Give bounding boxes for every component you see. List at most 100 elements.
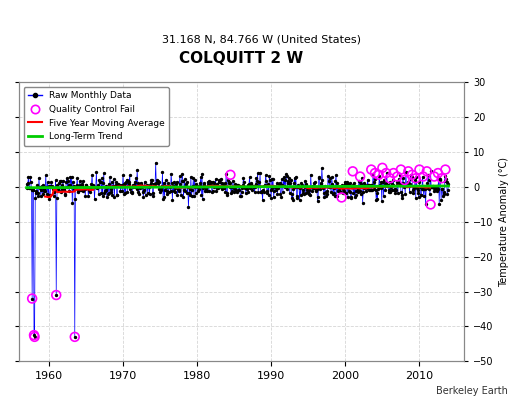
Point [220,185,228,191]
Point [150,180,158,187]
Point [72,185,80,192]
Point [303,189,312,195]
Point [99,180,107,186]
Point [148,177,156,184]
Point [93,185,101,192]
Point [325,184,333,190]
Point [208,189,216,196]
Point [290,174,299,181]
Point [364,182,373,189]
Point [418,173,427,180]
Point [371,176,379,183]
Point [141,192,150,198]
Point [184,204,193,210]
Point [27,179,35,185]
Point [355,178,363,184]
Point [79,188,88,195]
Point [102,187,111,193]
Point [151,180,159,187]
Point [157,187,166,193]
Point [103,194,111,200]
Point [226,172,235,178]
Point [386,178,394,185]
Point [416,183,424,190]
Point [228,178,237,184]
Point [332,172,340,178]
Point [346,188,354,195]
Point [113,192,122,198]
Point [236,193,245,199]
Point [221,189,230,195]
Point [146,182,154,188]
Point [59,187,68,193]
Point [63,184,72,191]
Point [170,178,178,185]
Point [247,181,255,188]
Point [197,192,205,198]
Point [248,182,257,189]
Point [158,183,166,190]
Point [264,181,272,187]
Point [311,187,320,194]
Point [120,191,128,198]
Point [46,192,54,198]
Point [382,170,390,176]
Point [394,190,402,196]
Point [204,182,212,188]
Point [343,179,352,186]
Point [258,197,267,204]
Point [303,187,311,194]
Point [402,168,410,175]
Point [313,198,322,205]
Point [36,183,45,190]
Point [181,188,190,195]
Point [404,181,412,187]
Point [130,182,138,188]
Point [287,195,296,201]
Point [410,184,418,191]
Point [127,188,135,195]
Point [207,180,215,186]
Point [345,188,353,194]
Point [121,180,129,186]
Point [222,171,230,177]
Point [353,184,361,190]
Point [235,182,244,189]
Point [233,189,241,195]
Point [209,187,217,194]
Point [206,179,215,185]
Point [304,190,313,197]
Point [118,188,126,195]
Point [66,182,74,188]
Point [253,178,261,184]
Point [145,191,154,197]
Point [423,180,432,186]
Point [375,173,384,180]
Point [157,185,165,192]
Point [367,166,376,173]
Point [298,182,306,188]
Point [93,182,102,188]
Point [151,160,160,166]
Point [280,183,288,190]
Point [155,186,163,192]
Point [354,189,362,196]
Point [399,180,408,186]
Point [440,191,449,197]
Point [331,192,339,199]
Point [193,188,202,194]
Point [392,182,401,188]
Point [421,201,430,207]
Point [327,189,335,196]
Point [102,183,110,190]
Point [356,178,364,185]
Point [279,174,288,180]
Point [82,182,90,188]
Point [35,185,43,192]
Point [61,191,69,197]
Point [122,179,130,185]
Point [430,185,438,191]
Point [109,182,117,189]
Point [309,184,318,191]
Point [441,178,450,184]
